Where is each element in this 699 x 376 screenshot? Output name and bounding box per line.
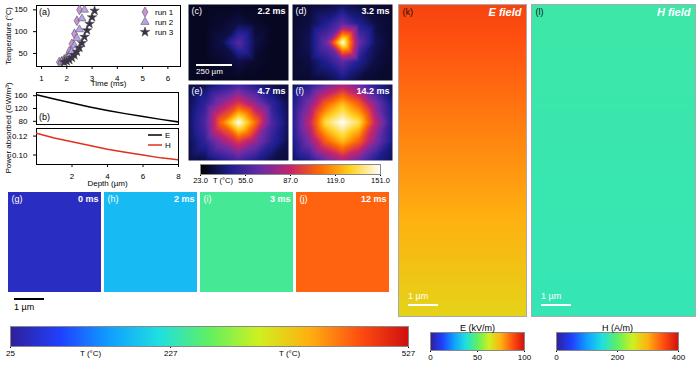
svg-text:6: 6 (141, 172, 146, 181)
html-text:1 µm: 1 µm (14, 302, 35, 312)
svg-text:(k): (k) (403, 7, 414, 17)
svg-text:6: 6 (166, 74, 171, 83)
svg-text:0.10: 0.10 (12, 151, 28, 160)
svg-text:T (°C): T (°C) (80, 349, 102, 358)
svg-text:100: 100 (518, 353, 532, 362)
svg-text:50: 50 (19, 49, 28, 58)
svg-text:100: 100 (14, 27, 28, 36)
svg-text:Time (ms): Time (ms) (91, 79, 127, 88)
svg-text:200: 200 (611, 353, 625, 362)
svg-text:(g): (g) (12, 194, 23, 204)
svg-text:(l): (l) (536, 7, 544, 17)
svg-text:87.0: 87.0 (283, 176, 298, 185)
svg-text:12 ms: 12 ms (361, 194, 387, 204)
html-text:E: E (165, 130, 171, 140)
svg-text:55.0: 55.0 (238, 176, 253, 185)
svg-text:(i): (i) (204, 194, 212, 204)
svg-text:E field: E field (488, 6, 521, 18)
html-text:(b): (b) (39, 112, 50, 122)
svg-text:120: 120 (14, 104, 28, 113)
svg-text:(h): (h) (108, 194, 119, 204)
svg-text:2: 2 (65, 74, 70, 83)
html-text:1 µm: 1 µm (541, 291, 562, 301)
html-text:H: H (165, 140, 171, 150)
svg-text:(f): (f) (296, 86, 305, 96)
svg-text:8: 8 (176, 172, 181, 181)
svg-text:527: 527 (402, 349, 416, 358)
svg-text:0: 0 (554, 353, 559, 362)
svg-text:2 ms: 2 ms (174, 194, 195, 204)
html-text:Power absorbed (GW/m³): Power absorbed (GW/m³) (4, 82, 13, 174)
svg-text:0: 0 (428, 353, 433, 362)
svg-text:T (°C): T (°C) (213, 176, 233, 185)
svg-text:3.2 ms: 3.2 ms (361, 6, 389, 16)
svg-text:25: 25 (6, 349, 15, 358)
svg-text:150: 150 (14, 5, 28, 14)
svg-text:1: 1 (39, 74, 44, 83)
svg-text:H (A/m): H (A/m) (602, 323, 633, 333)
svg-text:(e): (e) (192, 86, 203, 96)
svg-text:50: 50 (473, 353, 482, 362)
html-text:run 2: run 2 (155, 17, 174, 27)
svg-text:(j): (j) (300, 194, 308, 204)
svg-text:2: 2 (70, 172, 75, 181)
svg-text:4.7 ms: 4.7 ms (257, 86, 285, 96)
svg-text:(d): (d) (296, 6, 307, 16)
html-text:run 1: run 1 (155, 7, 174, 17)
svg-text:2.2 ms: 2.2 ms (257, 6, 285, 16)
svg-text:80: 80 (19, 117, 28, 126)
html-text:250 µm: 250 µm (196, 67, 223, 76)
svg-text:14.2 ms: 14.2 ms (356, 86, 389, 96)
svg-text:23.0: 23.0 (193, 176, 208, 185)
svg-text:T (°C): T (°C) (279, 349, 301, 358)
svg-text:227: 227 (164, 349, 178, 358)
svg-text:4: 4 (105, 172, 110, 182)
svg-text:119.0: 119.0 (326, 176, 344, 185)
svg-text:5: 5 (140, 74, 145, 83)
svg-text:H field: H field (657, 6, 691, 18)
svg-text:400: 400 (672, 353, 686, 362)
html-text:run 3: run 3 (155, 27, 174, 37)
html-text:1 µm: 1 µm (408, 291, 429, 301)
svg-text:Depth (µm): Depth (µm) (87, 179, 128, 188)
svg-text:0 ms: 0 ms (78, 194, 99, 204)
svg-text:3 ms: 3 ms (270, 194, 291, 204)
svg-text:(c): (c) (192, 6, 203, 16)
svg-text:151.0: 151.0 (371, 176, 390, 185)
html-text:(a): (a) (39, 7, 50, 17)
svg-text:160: 160 (14, 91, 28, 100)
html-text:Temperature (°C): Temperature (°C) (4, 6, 14, 65)
svg-text:0.12: 0.12 (12, 132, 28, 141)
svg-text:E (kV/m): E (kV/m) (460, 323, 495, 333)
